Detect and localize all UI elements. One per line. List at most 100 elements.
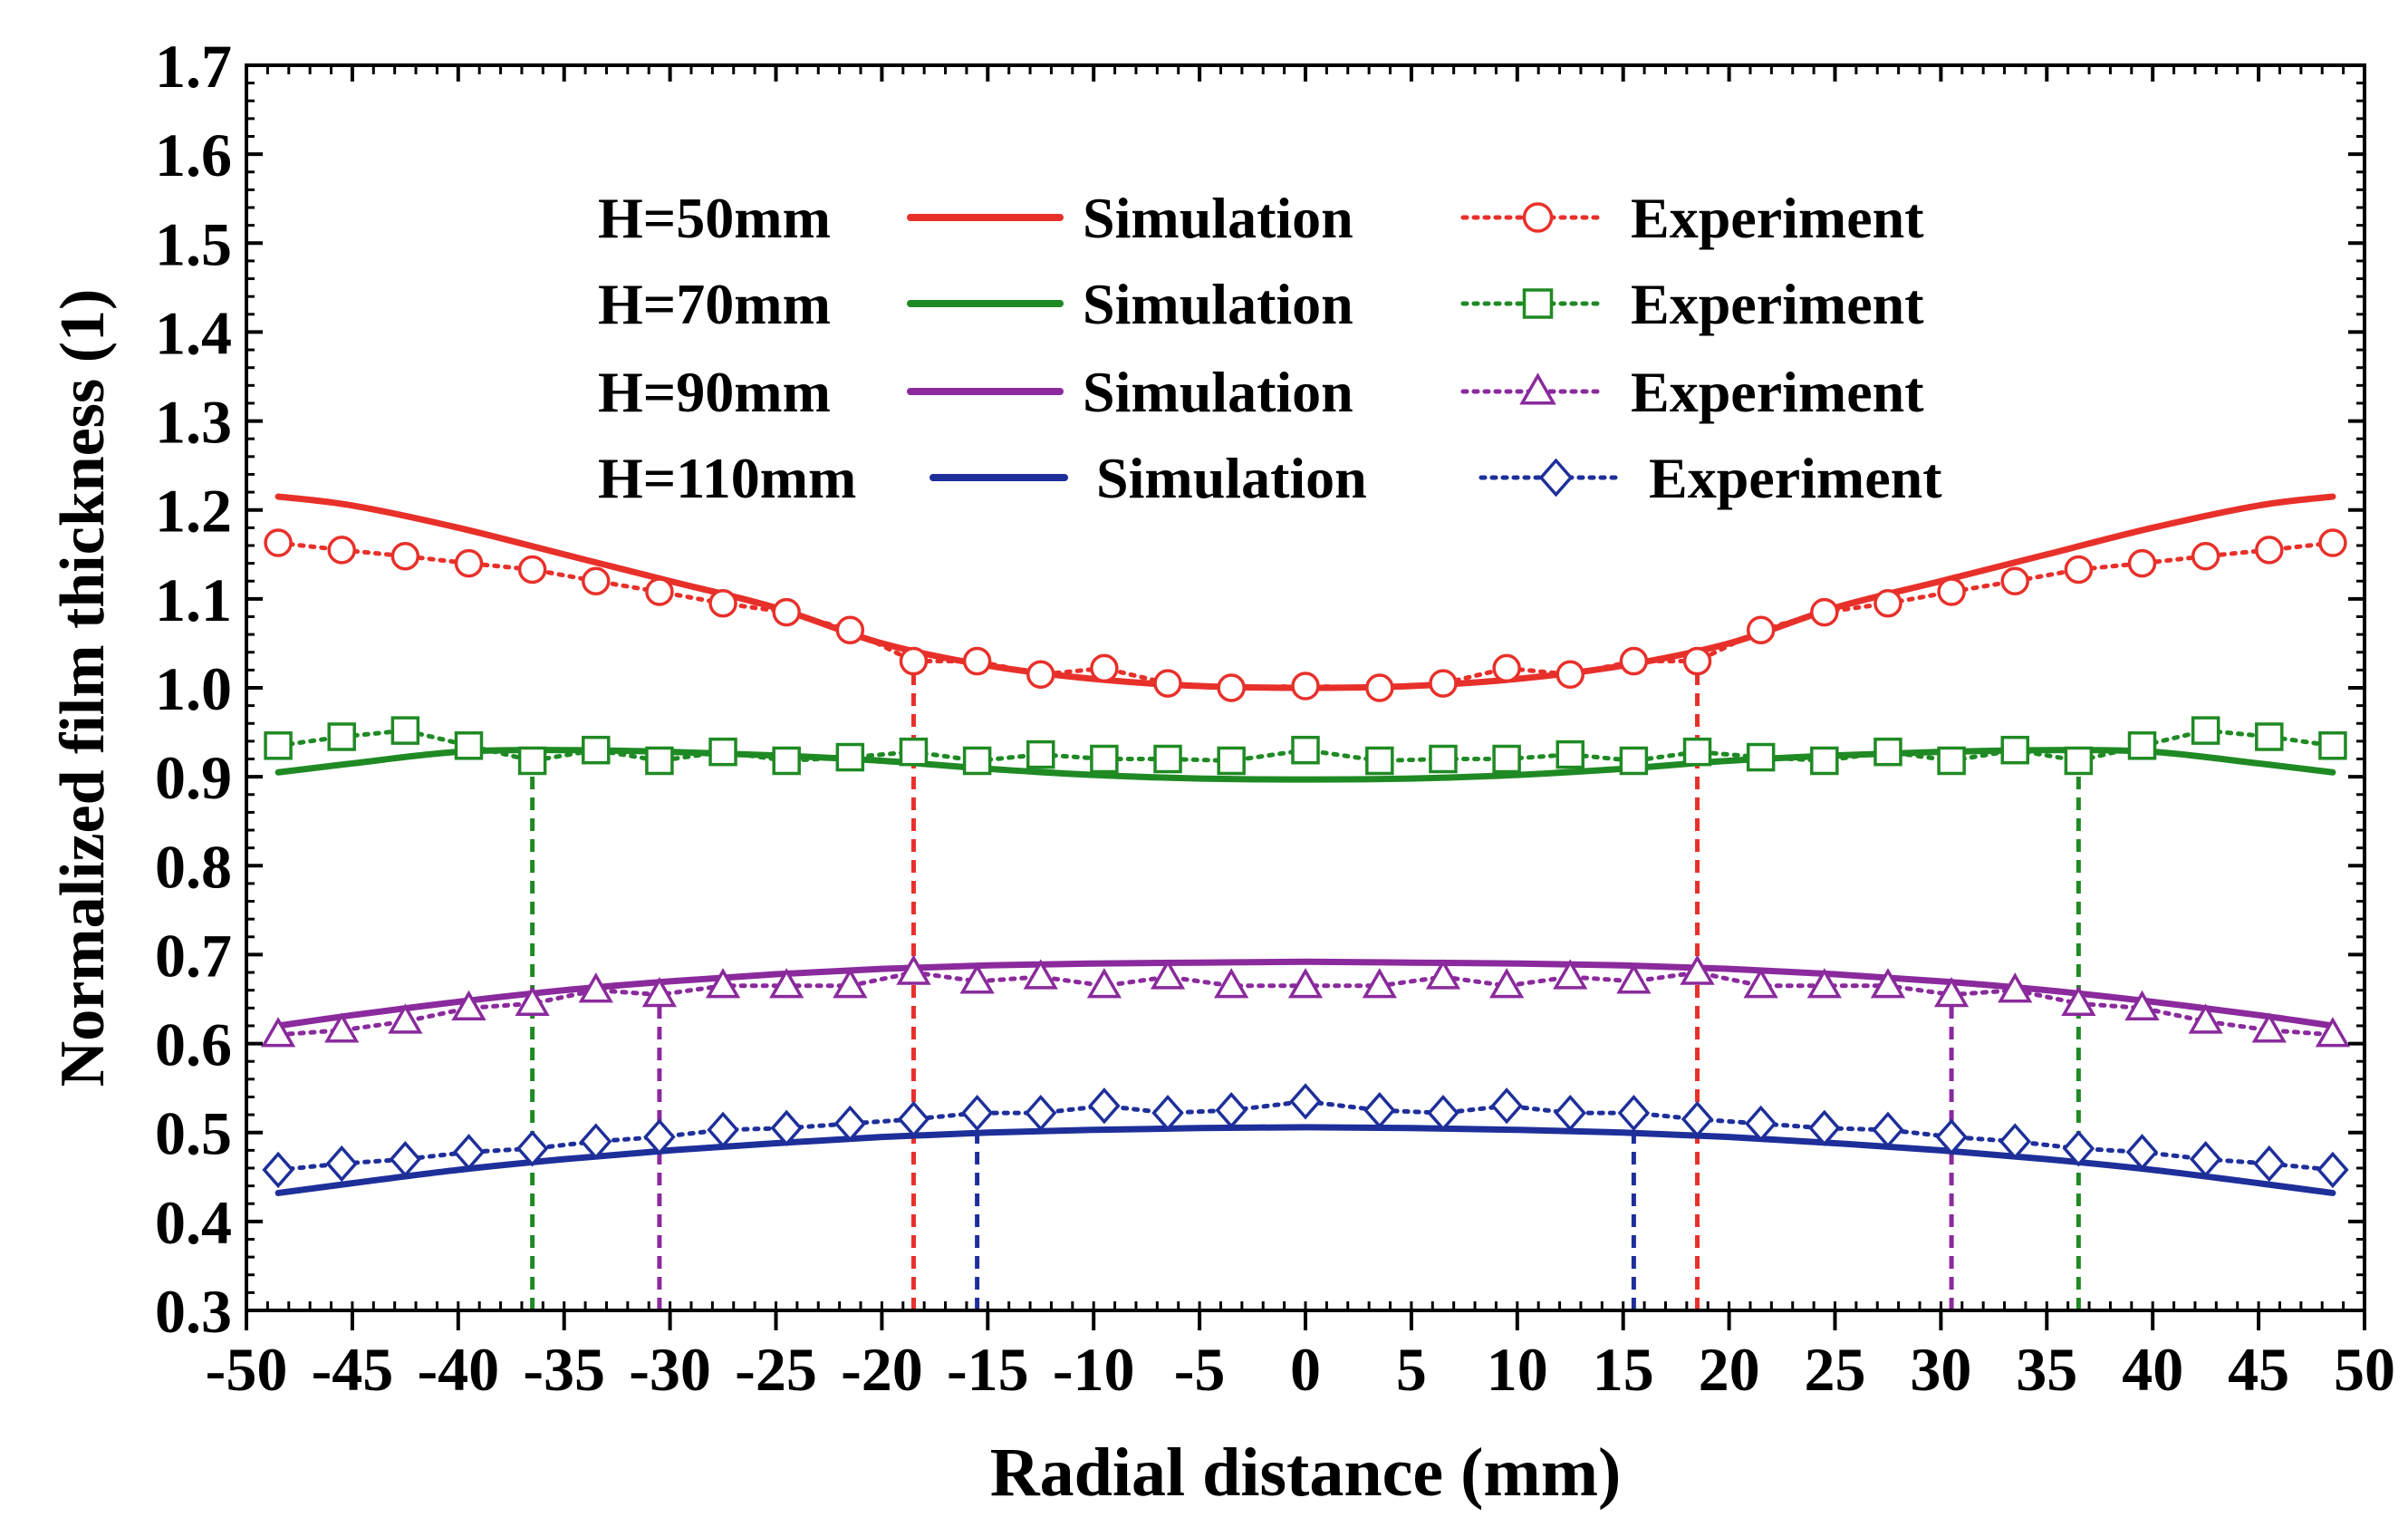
data-point-triangle <box>1998 972 2033 1003</box>
legend-entry-h-90mm: H=90mm Simulation Experiment <box>598 360 1924 424</box>
data-point-diamond <box>1681 1100 1714 1138</box>
data-point-diamond <box>1088 1087 1121 1125</box>
data-point-circle <box>899 646 929 676</box>
legend-group-label: H=90mm <box>598 360 831 424</box>
x-tick-label: -10 <box>1053 1335 1135 1404</box>
data-point-triangle <box>1214 968 1249 999</box>
data-point-diamond <box>1025 1094 1057 1132</box>
data-point-triangle <box>1616 963 1652 994</box>
experiment-dotted-line <box>275 540 2336 691</box>
data-point-diamond <box>2253 1145 2286 1183</box>
data-point-square <box>962 746 992 776</box>
data-point-circle <box>1619 646 1649 676</box>
data-point-circle <box>1810 597 1839 627</box>
data-point-triangle <box>896 954 931 985</box>
y-tick-label: 1.6 <box>155 121 232 189</box>
data-point-triangle <box>1488 968 1525 999</box>
simulation-line <box>275 493 2336 691</box>
legend-experiment-label: Experiment <box>1631 360 1924 424</box>
data-point-triangle <box>1743 968 1778 999</box>
data-point-triangle <box>2251 1012 2287 1043</box>
legend-entry-h-110mm: H=110mm Simulation Experiment <box>598 446 1942 510</box>
data-point-triangle <box>324 1012 360 1043</box>
data-point-triangle <box>1150 959 1186 990</box>
data-point-triangle <box>2188 1003 2223 1034</box>
data-point-circle <box>2191 541 2220 571</box>
data-point-diamond <box>1289 1083 1322 1120</box>
data-point-square <box>1937 746 1966 776</box>
data-point-diamond <box>2189 1141 2222 1178</box>
data-point-triangle <box>959 963 995 994</box>
y-tick-label: 0.3 <box>155 1277 232 1346</box>
data-point-triangle <box>1425 959 1461 990</box>
data-point-circle <box>1492 653 1521 683</box>
x-tick-label: 45 <box>2228 1335 2289 1404</box>
series-h-50mm-experiment <box>264 528 2347 702</box>
data-point-diamond <box>643 1118 676 1155</box>
data-point-triangle <box>515 985 550 1017</box>
legend-entry-h-50mm: H=50mm Simulation Experiment <box>598 186 1924 250</box>
data-point-triangle <box>260 1017 296 1048</box>
series-h-110mm-experiment <box>262 1083 2349 1189</box>
legend-group-label: H=70mm <box>598 272 831 336</box>
x-tick-label: 5 <box>1396 1335 1427 1404</box>
data-point-triangle <box>833 968 868 999</box>
data-point-diamond <box>325 1145 358 1183</box>
data-point-square <box>2000 735 2029 765</box>
data-point-circle <box>1746 615 1776 644</box>
y-tick-label: 1.0 <box>155 654 232 723</box>
legend-simulation-label: Simulation <box>1083 360 1353 424</box>
data-point-diamond <box>2125 1134 2159 1171</box>
legend: H=50mm Simulation Experiment H=70mm Simulati… <box>598 186 1942 510</box>
x-tick-label: -20 <box>841 1335 923 1404</box>
data-point-triangle <box>578 972 613 1003</box>
data-point-circle <box>2255 536 2284 565</box>
data-point-diamond <box>2316 1151 2349 1189</box>
legend-simulation-label: Simulation <box>1083 272 1353 336</box>
legend-experiment-label: Experiment <box>1631 272 1924 336</box>
x-tick-label: 35 <box>2016 1335 2077 1404</box>
data-point-diamond <box>1617 1094 1651 1132</box>
series-h-90mm-experiment <box>260 954 2351 1048</box>
data-point-square <box>454 731 484 760</box>
legend-experiment-label: Experiment <box>1649 446 1942 510</box>
data-point-square <box>645 746 674 776</box>
data-point-diamond <box>1363 1092 1396 1129</box>
data-point-triangle <box>1870 968 1906 999</box>
data-point-square <box>2191 716 2220 745</box>
data-point-diamond <box>1215 1092 1247 1129</box>
data-point-square <box>517 746 547 776</box>
data-point-square <box>2064 746 2094 776</box>
data-point-diamond <box>1538 458 1574 498</box>
y-tick-label: 1.7 <box>155 32 232 101</box>
legend-simulation-label: Simulation <box>1083 186 1353 250</box>
x-tick-label: -5 <box>1174 1335 1226 1404</box>
data-point-diamond <box>452 1134 486 1171</box>
data-point-circle <box>1522 202 1554 233</box>
data-point-diamond <box>770 1109 803 1146</box>
y-tick-label: 0.4 <box>155 1188 232 1257</box>
data-point-circle <box>517 555 547 585</box>
data-point-triangle <box>705 968 741 999</box>
data-point-square <box>1090 744 1119 774</box>
data-point-circle <box>772 597 801 627</box>
data-point-triangle <box>388 1003 423 1034</box>
x-tick-label: -15 <box>947 1335 1029 1404</box>
legend-group-label: H=110mm <box>598 446 856 510</box>
x-tick-label: -25 <box>735 1335 817 1404</box>
data-point-circle <box>1937 577 1966 606</box>
data-point-square <box>1217 746 1246 776</box>
data-point-triangle <box>1519 372 1556 405</box>
data-point-square <box>1746 742 1776 772</box>
data-point-triangle <box>2124 990 2160 1020</box>
x-tick-label: 0 <box>1290 1335 1321 1404</box>
data-point-circle <box>1090 653 1119 683</box>
x-tick-label: -50 <box>206 1335 288 1404</box>
data-point-diamond <box>1872 1111 1904 1148</box>
data-point-triangle <box>1806 968 1842 999</box>
data-point-triangle <box>2061 985 2096 1017</box>
data-point-diamond <box>1554 1094 1586 1132</box>
y-axis-label: Normalized film thickness (1) <box>48 289 118 1087</box>
data-point-square <box>1429 744 1458 774</box>
series-h-110mm-simulation <box>275 1124 2336 1196</box>
